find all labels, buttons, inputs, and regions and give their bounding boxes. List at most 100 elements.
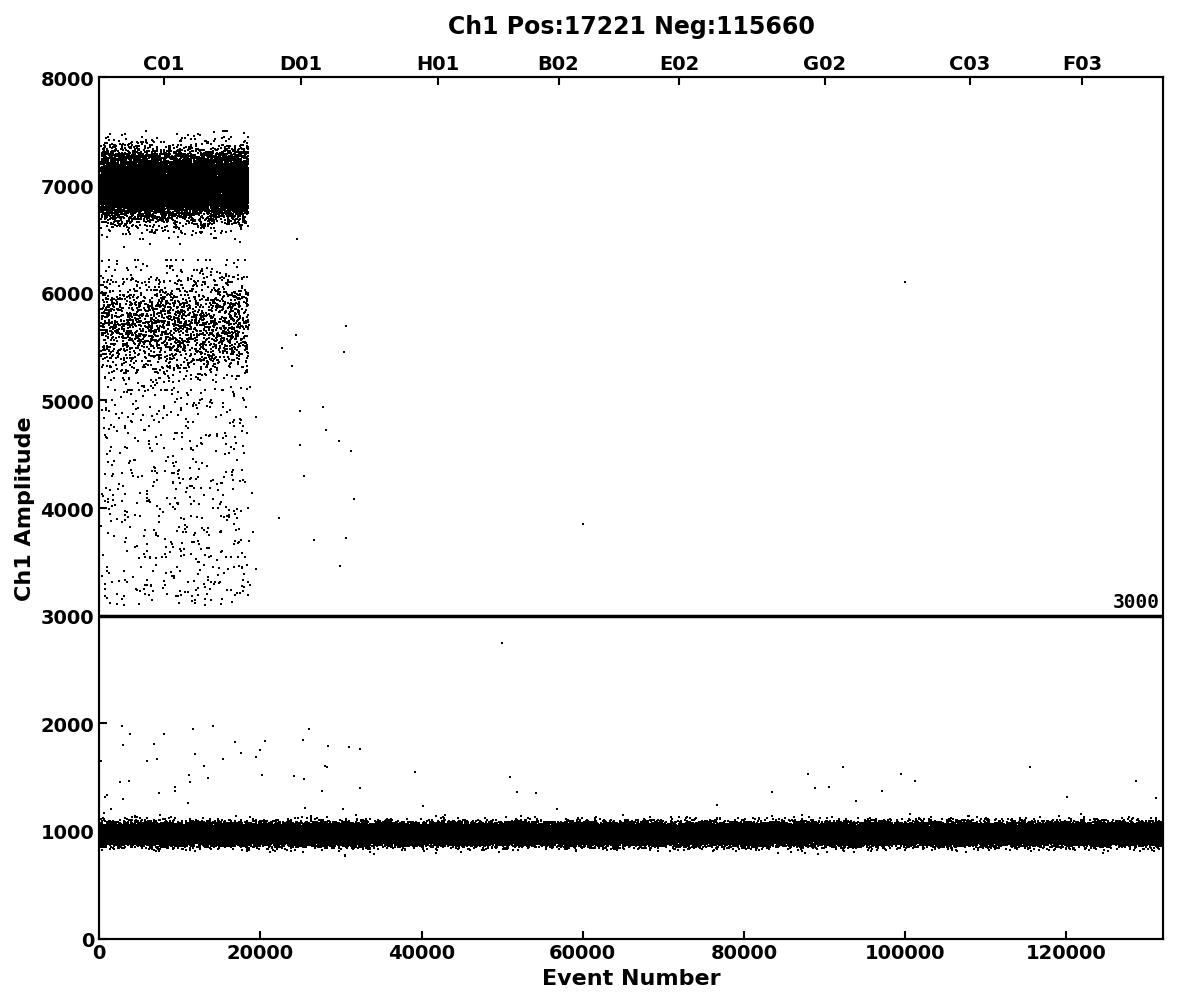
Point bbox=[785, 832, 803, 849]
Point bbox=[840, 830, 859, 847]
Point bbox=[1004, 828, 1023, 845]
Point bbox=[203, 188, 221, 204]
Point bbox=[105, 823, 124, 840]
Point bbox=[1035, 829, 1054, 846]
Point bbox=[207, 831, 226, 848]
Point bbox=[646, 829, 664, 846]
Point bbox=[132, 184, 151, 200]
Point bbox=[240, 820, 259, 837]
Point bbox=[233, 833, 252, 850]
Point bbox=[1124, 822, 1143, 839]
Point bbox=[614, 828, 633, 845]
Point bbox=[1099, 830, 1118, 847]
Point bbox=[671, 824, 690, 841]
Point bbox=[821, 827, 840, 844]
Point bbox=[767, 824, 786, 841]
Point bbox=[547, 825, 565, 842]
Point bbox=[654, 829, 673, 846]
Point bbox=[422, 822, 441, 839]
Point bbox=[1078, 823, 1097, 840]
Point bbox=[318, 838, 337, 854]
Point bbox=[1031, 830, 1050, 847]
Point bbox=[1085, 834, 1104, 851]
Point bbox=[750, 823, 769, 840]
Point bbox=[213, 182, 232, 198]
Point bbox=[379, 835, 398, 852]
Point bbox=[247, 825, 266, 842]
Point bbox=[740, 835, 759, 852]
Point bbox=[305, 828, 324, 845]
Point bbox=[177, 179, 196, 195]
Point bbox=[677, 827, 696, 844]
Point bbox=[1081, 839, 1100, 855]
Point bbox=[212, 833, 231, 850]
Point bbox=[218, 166, 237, 183]
Point bbox=[876, 832, 895, 849]
Point bbox=[211, 822, 230, 839]
Point bbox=[901, 828, 920, 845]
Point bbox=[126, 187, 145, 203]
Point bbox=[163, 823, 181, 840]
Point bbox=[916, 815, 935, 831]
Point bbox=[1050, 834, 1068, 851]
Point bbox=[102, 191, 121, 207]
Point bbox=[163, 188, 181, 204]
Point bbox=[549, 823, 568, 840]
Point bbox=[270, 828, 289, 845]
Point bbox=[209, 184, 227, 200]
Point bbox=[534, 824, 552, 841]
Point bbox=[98, 152, 117, 169]
Point bbox=[220, 828, 239, 845]
Point bbox=[339, 825, 358, 842]
Point bbox=[101, 821, 120, 838]
Point bbox=[891, 815, 909, 831]
Point bbox=[556, 825, 575, 842]
Point bbox=[292, 830, 311, 847]
Point bbox=[775, 824, 794, 841]
Point bbox=[557, 820, 576, 837]
Point bbox=[713, 820, 732, 837]
Point bbox=[524, 823, 543, 840]
Point bbox=[971, 832, 990, 849]
Point bbox=[1097, 832, 1116, 849]
Point bbox=[1031, 830, 1050, 847]
Point bbox=[230, 159, 249, 176]
Point bbox=[799, 834, 818, 851]
Point bbox=[95, 310, 114, 326]
Point bbox=[1123, 825, 1141, 842]
Point bbox=[809, 837, 828, 853]
Point bbox=[609, 828, 628, 845]
Point bbox=[564, 830, 583, 847]
Point bbox=[1134, 823, 1153, 840]
Point bbox=[144, 134, 163, 150]
Point bbox=[730, 827, 749, 844]
Point bbox=[372, 832, 391, 849]
Point bbox=[212, 190, 231, 206]
Point bbox=[340, 833, 359, 850]
Point bbox=[1091, 832, 1110, 849]
Point bbox=[492, 834, 511, 851]
Point bbox=[286, 825, 305, 842]
Point bbox=[743, 828, 762, 845]
Point bbox=[548, 828, 567, 845]
Point bbox=[442, 831, 461, 848]
Point bbox=[594, 823, 613, 840]
Point bbox=[571, 840, 590, 856]
Point bbox=[457, 829, 476, 846]
Point bbox=[251, 824, 270, 841]
Point bbox=[217, 174, 236, 190]
Point bbox=[788, 825, 807, 842]
Point bbox=[836, 826, 855, 843]
Point bbox=[364, 830, 383, 847]
Point bbox=[590, 819, 609, 835]
Point bbox=[492, 821, 511, 838]
Point bbox=[345, 824, 364, 841]
Point bbox=[250, 817, 269, 833]
Point bbox=[714, 825, 733, 842]
Point bbox=[994, 829, 1013, 846]
Point bbox=[439, 820, 458, 837]
Point bbox=[216, 822, 234, 839]
Point bbox=[364, 822, 383, 839]
Point bbox=[238, 826, 257, 843]
Point bbox=[166, 169, 185, 185]
